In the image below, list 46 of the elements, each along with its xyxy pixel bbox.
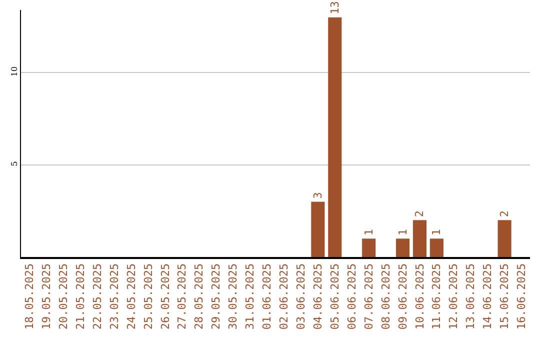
x-tick-label: 13.06.2025 — [464, 263, 478, 330]
x-tick-label: 16.06.2025 — [515, 263, 528, 330]
x-tick-label: 08.06.2025 — [379, 263, 392, 330]
x-tick-label: 28.05.2025 — [192, 263, 206, 330]
bar — [396, 238, 410, 257]
x-tick-label: 15.06.2025 — [498, 263, 512, 330]
x-tick-label: 18.05.2025 — [23, 263, 36, 330]
x-tick-label: 12.06.2025 — [447, 263, 460, 330]
x-tick-label: 10.06.2025 — [413, 263, 426, 330]
x-tick-label: 29.05.2025 — [210, 263, 223, 330]
x-tick-label: 11.06.2025 — [430, 263, 444, 330]
x-tick-label: 22.05.2025 — [90, 263, 104, 330]
data-label: 1 — [396, 228, 410, 236]
data-label: 1 — [430, 228, 444, 236]
x-tick-label: 14.06.2025 — [481, 263, 494, 330]
x-tick-label: 07.06.2025 — [362, 263, 376, 330]
x-tick-label: 20.05.2025 — [56, 263, 70, 330]
data-label: 2 — [413, 210, 426, 218]
x-tick-label: 23.05.2025 — [108, 263, 121, 330]
data-label: 2 — [498, 210, 512, 218]
x-tick-label: 19.05.2025 — [40, 263, 54, 330]
x-tick-label: 09.06.2025 — [396, 263, 410, 330]
bar — [498, 220, 512, 257]
x-tick-label: 24.05.2025 — [124, 263, 138, 330]
x-tick-label: 31.05.2025 — [244, 263, 257, 330]
x-tick-label: 02.06.2025 — [278, 263, 291, 330]
bar — [328, 17, 342, 257]
x-tick-label: 25.05.2025 — [142, 263, 155, 330]
bar — [430, 238, 444, 257]
data-label: 1 — [362, 228, 376, 236]
x-tick-label: 04.06.2025 — [311, 263, 324, 330]
x-tick-label: 30.05.2025 — [226, 263, 240, 330]
bar — [412, 220, 426, 257]
x-tick-label: 01.06.2025 — [260, 263, 274, 330]
x-tick-label: 05.06.2025 — [328, 263, 342, 330]
data-label: 13 — [328, 1, 342, 14]
y-tick-label: 10 — [10, 66, 19, 77]
bar — [311, 202, 325, 257]
bar — [362, 238, 376, 257]
x-tick-label: 26.05.2025 — [158, 263, 172, 330]
data-label: 3 — [311, 192, 324, 199]
x-tick-label: 06.06.2025 — [345, 263, 358, 330]
y-tick-label: 5 — [10, 161, 19, 166]
x-tick-label: 03.06.2025 — [294, 263, 308, 330]
x-tick-label: 21.05.2025 — [74, 263, 87, 330]
x-tick-label: 27.05.2025 — [176, 263, 189, 330]
